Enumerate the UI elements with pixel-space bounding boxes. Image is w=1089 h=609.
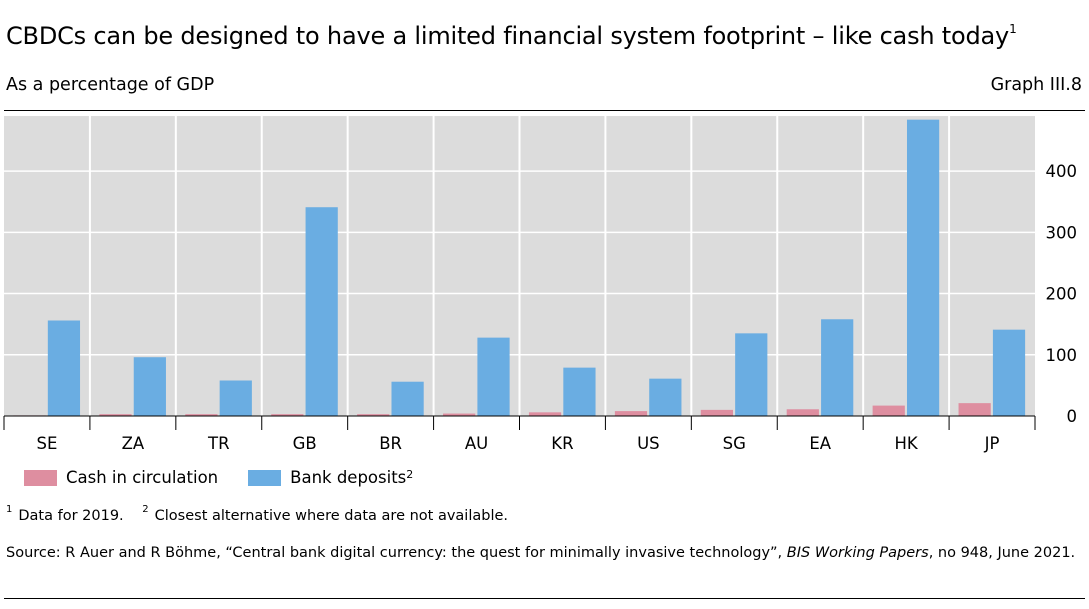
graph-number: Graph III.8 (990, 75, 1082, 95)
legend-item-deposits: Bank deposits 2 (248, 468, 413, 487)
title-footnote-mark: 1 (1009, 22, 1017, 36)
bar-chart: 0 100 200 300 400 SE ZA TR GB BR AU KR US SG EA HK JP (3, 116, 1078, 453)
x-tick-label: KR (551, 434, 573, 453)
y-tick-label: 300 (1046, 223, 1078, 242)
bar-cash-tr (185, 414, 218, 416)
bar-cash-sg (700, 409, 734, 416)
chart-subtitle: As a percentage of GDP (6, 75, 215, 95)
footnote-2-mark: 2 (142, 504, 149, 515)
legend: Cash in circulation Bank deposits 2 (24, 468, 443, 487)
bar-deposits-sg (735, 333, 768, 416)
footnote-1-text: Data for 2019. (18, 507, 124, 524)
x-tick-label: TR (207, 434, 230, 453)
top-rule (4, 110, 1085, 111)
x-tick-label: ZA (122, 434, 145, 453)
bar-cash-br (357, 414, 390, 416)
bar-cash-hk (872, 405, 905, 416)
bar-deposits-br (391, 381, 424, 416)
bar-cash-jp (958, 403, 991, 416)
bar-deposits-za (133, 357, 166, 416)
x-tick-label: GB (293, 434, 317, 453)
bar-deposits-gb (305, 207, 338, 416)
bar-deposits-kr (563, 367, 596, 416)
bar-deposits-se (47, 320, 81, 416)
legend-swatch-cash (24, 469, 57, 486)
bar-deposits-hk (906, 119, 940, 417)
bottom-rule (4, 598, 1085, 599)
footnotes: 1 Data for 2019. 2 Closest alternative whe… (6, 504, 509, 524)
source-publication: BIS Working Papers (786, 545, 929, 561)
bar-cash-kr (528, 412, 562, 416)
y-tick-label: 0 (1067, 407, 1078, 426)
source-note: Source: R Auer and R Böhme, “Central ban… (6, 545, 1076, 561)
bar-deposits-tr (219, 380, 252, 416)
bar-cash-ea (786, 409, 819, 416)
bar-cash-za (99, 414, 132, 416)
bar-cash-us (614, 411, 648, 416)
footnote-1-mark: 1 (6, 504, 13, 515)
legend-item-cash: Cash in circulation (24, 468, 218, 487)
bar-deposits-jp (992, 329, 1026, 416)
y-tick-label: 400 (1046, 162, 1078, 181)
bar-deposits-us (649, 378, 682, 416)
legend-swatch-deposits (248, 469, 282, 486)
bar-deposits-au (477, 337, 510, 416)
footnote-2-text: Closest alternative where data are not a… (154, 507, 509, 524)
x-tick-label: SG (723, 434, 746, 453)
legend-label-deposits: Bank deposits (290, 468, 407, 487)
y-tick-label: 100 (1046, 346, 1078, 365)
bar-cash-gb (271, 414, 304, 416)
x-tick-label: SE (37, 434, 58, 453)
bar-deposits-ea (821, 319, 854, 416)
x-tick-label: JP (984, 434, 1000, 453)
bar-cash-au (443, 413, 476, 416)
x-tick-label: AU (465, 434, 488, 453)
x-tick-label: US (637, 434, 660, 453)
chart-title: CBDCs can be designed to have a limited … (6, 22, 1017, 50)
legend-footnote-mark: 2 (406, 468, 414, 481)
x-tick-label: BR (379, 434, 402, 453)
y-tick-label: 200 (1046, 285, 1078, 304)
legend-label-cash: Cash in circulation (66, 468, 219, 487)
x-tick-label: EA (809, 434, 831, 453)
x-tick-label: HK (895, 434, 919, 453)
